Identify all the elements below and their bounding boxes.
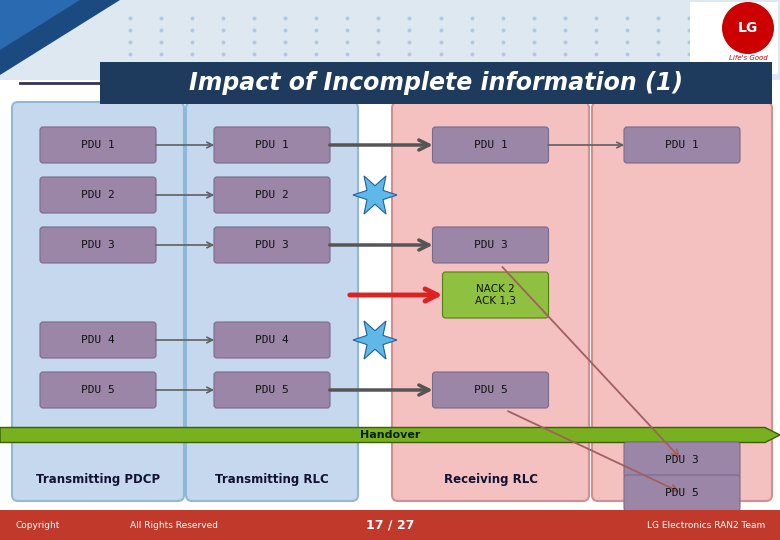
FancyBboxPatch shape	[214, 127, 330, 163]
FancyBboxPatch shape	[624, 475, 740, 511]
Polygon shape	[353, 176, 397, 214]
FancyBboxPatch shape	[432, 127, 548, 163]
FancyBboxPatch shape	[214, 177, 330, 213]
Text: PDU 3: PDU 3	[665, 455, 699, 465]
Text: PDU 5: PDU 5	[473, 385, 507, 395]
FancyBboxPatch shape	[442, 272, 548, 318]
Text: PDU 3: PDU 3	[473, 240, 507, 250]
FancyBboxPatch shape	[592, 102, 772, 501]
Text: PDU 1: PDU 1	[665, 140, 699, 150]
FancyBboxPatch shape	[214, 322, 330, 358]
Polygon shape	[0, 0, 80, 50]
Text: Transmitting RLC: Transmitting RLC	[215, 474, 329, 487]
Text: PDU 2: PDU 2	[81, 190, 115, 200]
FancyBboxPatch shape	[624, 442, 740, 478]
FancyBboxPatch shape	[432, 372, 548, 408]
FancyBboxPatch shape	[214, 372, 330, 408]
FancyBboxPatch shape	[40, 227, 156, 263]
Text: All Rights Reserved: All Rights Reserved	[130, 521, 218, 530]
Text: Life's Good: Life's Good	[729, 55, 768, 61]
Text: Transmitting PDCP: Transmitting PDCP	[36, 474, 160, 487]
Text: PDU 5: PDU 5	[665, 488, 699, 498]
FancyBboxPatch shape	[12, 102, 184, 501]
FancyBboxPatch shape	[432, 227, 548, 263]
FancyBboxPatch shape	[186, 102, 358, 501]
Bar	[100, 62, 772, 104]
FancyBboxPatch shape	[392, 102, 589, 501]
Text: Handover: Handover	[360, 430, 420, 440]
Text: Impact of Incomplete information (1): Impact of Incomplete information (1)	[189, 71, 683, 95]
Text: LG Electronics RAN2 Team: LG Electronics RAN2 Team	[647, 521, 765, 530]
FancyArrow shape	[0, 428, 780, 442]
Bar	[0, 0, 780, 80]
Text: PDU 4: PDU 4	[255, 335, 289, 345]
Bar	[690, 2, 778, 74]
Text: PDU 2: PDU 2	[255, 190, 289, 200]
Text: PDU 5: PDU 5	[255, 385, 289, 395]
FancyBboxPatch shape	[624, 127, 740, 163]
Text: NACK 2
ACK 1,3: NACK 2 ACK 1,3	[475, 284, 516, 306]
FancyBboxPatch shape	[40, 177, 156, 213]
Polygon shape	[353, 321, 397, 359]
Text: PDU 4: PDU 4	[81, 335, 115, 345]
Text: Copyright: Copyright	[15, 521, 59, 530]
Text: PDU 3: PDU 3	[255, 240, 289, 250]
Text: 17 / 27: 17 / 27	[366, 518, 414, 531]
Circle shape	[722, 2, 774, 54]
Text: Receiving PDCP: Receiving PDCP	[629, 474, 734, 487]
Text: PDU 3: PDU 3	[81, 240, 115, 250]
FancyBboxPatch shape	[40, 127, 156, 163]
Bar	[0, 510, 780, 540]
Text: PDU 1: PDU 1	[255, 140, 289, 150]
FancyBboxPatch shape	[214, 227, 330, 263]
Text: Receiving RLC: Receiving RLC	[444, 474, 537, 487]
FancyBboxPatch shape	[40, 372, 156, 408]
Polygon shape	[0, 0, 120, 75]
Text: PDU 1: PDU 1	[81, 140, 115, 150]
Text: PDU 5: PDU 5	[81, 385, 115, 395]
Text: LG: LG	[738, 21, 758, 35]
FancyBboxPatch shape	[40, 322, 156, 358]
Text: PDU 1: PDU 1	[473, 140, 507, 150]
